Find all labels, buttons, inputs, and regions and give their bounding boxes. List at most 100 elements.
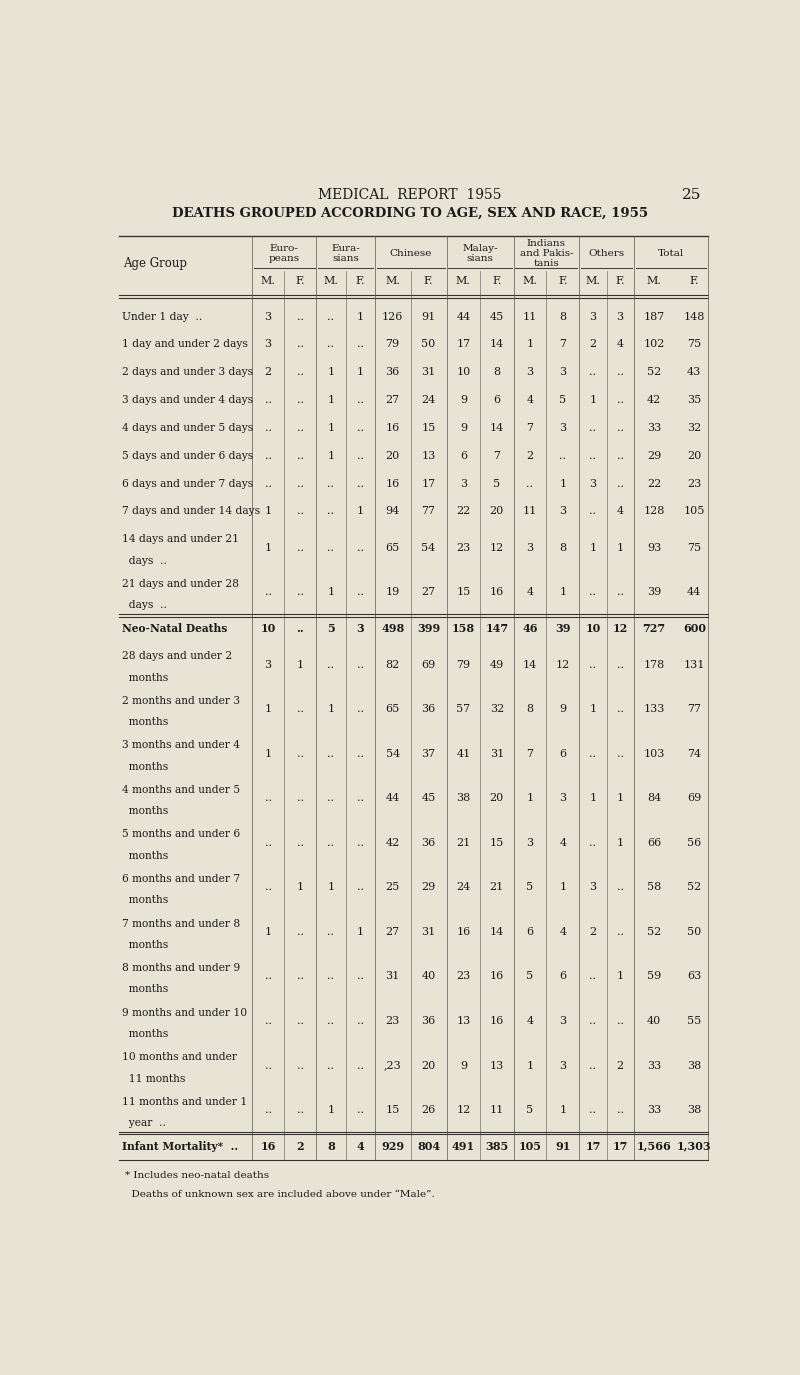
Text: ..: .. [297, 927, 304, 936]
Text: 2: 2 [617, 1060, 624, 1071]
Text: 1: 1 [327, 1106, 334, 1115]
Text: 5: 5 [526, 972, 534, 982]
Text: 4 days and under 5 days: 4 days and under 5 days [122, 424, 254, 433]
Text: 20: 20 [422, 1060, 436, 1071]
Text: 6 days and under 7 days: 6 days and under 7 days [122, 478, 254, 488]
Text: 31: 31 [386, 972, 400, 982]
Text: 32: 32 [490, 704, 504, 714]
Text: Indians
and Pakis-
tanis: Indians and Pakis- tanis [519, 238, 574, 268]
Text: ..: .. [297, 543, 304, 553]
Text: 1: 1 [265, 704, 271, 714]
Text: 4: 4 [559, 927, 566, 936]
Text: ..: .. [357, 424, 363, 433]
Text: 1: 1 [559, 478, 566, 488]
Text: 1: 1 [617, 543, 624, 553]
Text: 5: 5 [327, 623, 335, 634]
Text: 3: 3 [559, 1016, 566, 1026]
Text: 15: 15 [422, 424, 436, 433]
Text: 8 months and under 9: 8 months and under 9 [122, 962, 241, 973]
Text: 3: 3 [526, 837, 534, 848]
Text: ..: .. [357, 478, 363, 488]
Text: 10: 10 [260, 623, 276, 634]
Text: ..: .. [265, 395, 271, 406]
Text: 3: 3 [559, 506, 566, 517]
Text: ..: .. [265, 1106, 271, 1115]
Text: 37: 37 [422, 749, 436, 759]
Text: 4: 4 [617, 340, 624, 349]
Text: 16: 16 [456, 927, 470, 936]
Text: 27: 27 [386, 927, 400, 936]
Text: ..: .. [357, 837, 363, 848]
Text: 1: 1 [559, 883, 566, 892]
Text: 21: 21 [456, 837, 470, 848]
Text: 27: 27 [386, 395, 400, 406]
Text: 6 months and under 7: 6 months and under 7 [122, 874, 241, 884]
Text: ..: .. [357, 972, 363, 982]
Text: 20: 20 [490, 793, 504, 803]
Text: 65: 65 [386, 704, 400, 714]
Text: 1: 1 [590, 793, 597, 803]
Text: 3: 3 [590, 478, 597, 488]
Text: 1: 1 [357, 506, 364, 517]
Text: ..: .. [327, 927, 334, 936]
Text: 102: 102 [643, 340, 665, 349]
Text: 77: 77 [422, 506, 436, 517]
Text: ..: .. [590, 837, 597, 848]
Text: 2: 2 [590, 340, 597, 349]
Text: ..: .. [617, 1106, 624, 1115]
Text: 7: 7 [494, 451, 500, 461]
Text: months: months [122, 984, 169, 994]
Text: ..: .. [617, 927, 624, 936]
Text: 11: 11 [523, 506, 537, 517]
Text: 40: 40 [422, 972, 436, 982]
Text: Chinese: Chinese [390, 249, 432, 258]
Text: 7: 7 [559, 340, 566, 349]
Text: 39: 39 [555, 623, 570, 634]
Text: 50: 50 [422, 340, 436, 349]
Text: ..: .. [297, 587, 304, 597]
Text: 75: 75 [687, 340, 702, 349]
Text: 31: 31 [490, 749, 504, 759]
Text: ..: .. [327, 506, 334, 517]
Text: ..: .. [357, 587, 363, 597]
Text: 46: 46 [522, 623, 538, 634]
Text: 14: 14 [523, 660, 537, 670]
Text: 33: 33 [647, 1106, 661, 1115]
Text: DEATHS GROUPED ACCORDING TO AGE, SEX AND RACE, 1955: DEATHS GROUPED ACCORDING TO AGE, SEX AND… [172, 206, 648, 219]
Text: 17: 17 [456, 340, 470, 349]
Text: 3: 3 [526, 543, 534, 553]
Text: 2 days and under 3 days: 2 days and under 3 days [122, 367, 254, 377]
Text: 22: 22 [456, 506, 470, 517]
Text: Deaths of unknown sex are included above under “Male”.: Deaths of unknown sex are included above… [125, 1189, 434, 1199]
Text: 5 days and under 6 days: 5 days and under 6 days [122, 451, 254, 461]
Text: 13: 13 [422, 451, 436, 461]
Text: ..: .. [297, 1106, 304, 1115]
Text: 45: 45 [490, 312, 504, 322]
Text: 36: 36 [386, 367, 400, 377]
Text: 1: 1 [617, 837, 624, 848]
Text: ..: .. [265, 424, 271, 433]
Text: 727: 727 [642, 623, 666, 634]
Text: 23: 23 [456, 972, 470, 982]
Text: 1: 1 [265, 927, 271, 936]
Text: ..: .. [357, 451, 363, 461]
Text: year  ..: year .. [122, 1118, 166, 1128]
Text: 39: 39 [647, 587, 661, 597]
Text: 3: 3 [265, 340, 271, 349]
Text: ..: .. [297, 749, 304, 759]
Text: 148: 148 [683, 312, 705, 322]
Text: 16: 16 [490, 1016, 504, 1026]
Text: 25: 25 [386, 883, 400, 892]
Text: 32: 32 [687, 424, 702, 433]
Text: 2: 2 [526, 451, 534, 461]
Text: 54: 54 [422, 543, 436, 553]
Text: 3: 3 [356, 623, 364, 634]
Text: 74: 74 [687, 749, 702, 759]
Text: 4: 4 [526, 1016, 534, 1026]
Text: 84: 84 [647, 793, 661, 803]
Text: 91: 91 [555, 1141, 570, 1152]
Text: Eura-
sians: Eura- sians [331, 243, 360, 263]
Text: 15: 15 [490, 837, 504, 848]
Text: 1: 1 [265, 506, 271, 517]
Text: ..: .. [327, 749, 334, 759]
